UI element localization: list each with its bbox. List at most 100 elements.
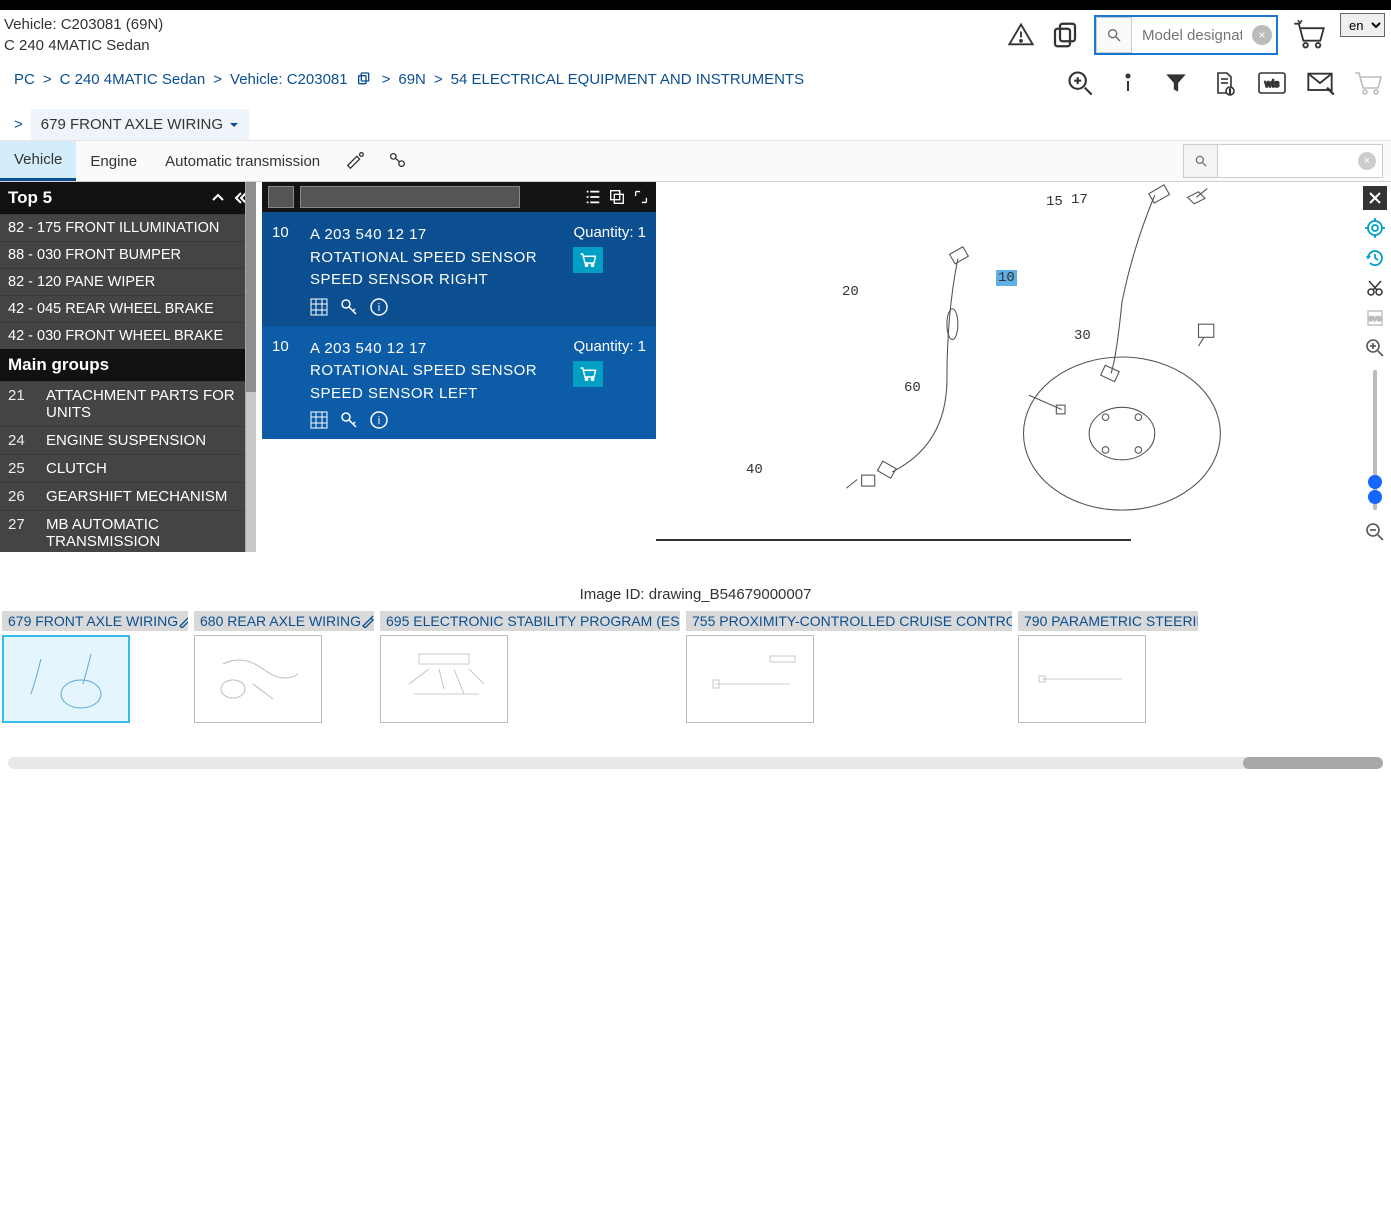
thumbnail[interactable] bbox=[686, 635, 814, 723]
crumb-vehicle[interactable]: Vehicle: C203081 bbox=[230, 66, 348, 93]
breadcrumb-separator: > bbox=[213, 66, 222, 93]
main-group-item[interactable]: 24ENGINE SUSPENSION bbox=[0, 426, 246, 454]
thumb-label[interactable]: 695 ELECTRONIC STABILITY PROGRAM (ESP) bbox=[380, 611, 680, 631]
info-circle-icon[interactable]: i bbox=[370, 298, 388, 316]
add-to-cart-button[interactable] bbox=[573, 247, 603, 273]
zoom-out-diagram-icon[interactable] bbox=[1363, 520, 1387, 544]
thumb-label[interactable]: 755 PROXIMITY-CONTROLLED CRUISE CONTROL bbox=[686, 611, 1012, 631]
clear-search-icon[interactable]: × bbox=[1252, 25, 1272, 45]
top5-item[interactable]: 82 - 175 FRONT ILLUMINATION bbox=[0, 214, 246, 241]
zoom-in-diagram-icon[interactable] bbox=[1363, 336, 1387, 360]
part-row[interactable]: 10 A 203 540 12 17 ROTATIONAL SPEED SENS… bbox=[262, 326, 656, 440]
top5-item[interactable]: 82 - 120 PANE WIPER bbox=[0, 268, 246, 295]
page-search-input[interactable] bbox=[1218, 145, 1358, 177]
callout-17[interactable]: 17 bbox=[1071, 192, 1088, 208]
top5-header[interactable]: Top 5 bbox=[0, 182, 256, 214]
part-position: 10 bbox=[272, 338, 296, 430]
crumb-pc[interactable]: PC bbox=[14, 66, 35, 93]
scrollbar-thumb[interactable] bbox=[1243, 757, 1383, 769]
main-group-item[interactable]: 26GEARSHIFT MECHANISM bbox=[0, 482, 246, 510]
list-icon[interactable] bbox=[584, 188, 602, 206]
thumbnail[interactable] bbox=[194, 635, 322, 723]
parts-header bbox=[262, 182, 656, 212]
key-icon[interactable] bbox=[340, 298, 358, 316]
settings-tool-icon[interactable] bbox=[376, 143, 418, 180]
filter-icon[interactable] bbox=[1161, 68, 1191, 98]
main-group-item[interactable]: 27MB AUTOMATIC TRANSMISSION bbox=[0, 510, 246, 552]
callout-20[interactable]: 20 bbox=[842, 284, 859, 300]
thumbnails-row: 679 FRONT AXLE WIRING 680 REAR AXLE WIRI… bbox=[0, 611, 1391, 727]
crumb-model[interactable]: C 240 4MATIC Sedan bbox=[60, 66, 206, 93]
technical-diagram[interactable] bbox=[656, 182, 1391, 532]
main-groups-header[interactable]: Main groups bbox=[0, 349, 256, 381]
part-number: A 203 540 12 17 bbox=[310, 338, 559, 361]
svg-text:SVG: SVG bbox=[1369, 317, 1382, 323]
crumb-code[interactable]: 69N bbox=[398, 66, 426, 93]
parts-header-filter[interactable] bbox=[300, 186, 520, 208]
copy-small-icon[interactable] bbox=[356, 71, 374, 89]
sidebar: Top 5 82 - 175 FRONT ILLUMINATION 88 - 0… bbox=[0, 182, 256, 552]
document-alert-icon[interactable]: ! bbox=[1209, 68, 1239, 98]
cut-icon[interactable] bbox=[1363, 276, 1387, 300]
zoom-in-icon[interactable] bbox=[1065, 68, 1095, 98]
warning-icon[interactable] bbox=[1006, 20, 1036, 50]
top5-item[interactable]: 88 - 030 FRONT BUMPER bbox=[0, 241, 246, 268]
grid-icon[interactable] bbox=[310, 298, 328, 316]
expand-icon[interactable] bbox=[632, 188, 650, 206]
part-row[interactable]: 10 A 203 540 12 17 ROTATIONAL SPEED SENS… bbox=[262, 212, 656, 326]
callout-10[interactable]: 10 bbox=[996, 270, 1017, 286]
callout-30[interactable]: 30 bbox=[1074, 328, 1091, 344]
tab-vehicle[interactable]: Vehicle bbox=[0, 141, 76, 181]
mail-icon[interactable] bbox=[1305, 68, 1335, 98]
target-icon[interactable] bbox=[1363, 216, 1387, 240]
thumbnail[interactable] bbox=[2, 635, 130, 723]
grid-icon[interactable] bbox=[310, 411, 328, 429]
parts-header-box[interactable] bbox=[268, 186, 294, 208]
top5-item[interactable]: 42 - 030 FRONT WHEEL BRAKE bbox=[0, 322, 246, 349]
thumb-label[interactable]: 790 PARAMETRIC STEERIN bbox=[1018, 611, 1198, 631]
top5-item[interactable]: 42 - 045 REAR WHEEL BRAKE bbox=[0, 295, 246, 322]
callout-60[interactable]: 60 bbox=[904, 380, 921, 396]
thumb-label-text: 755 PROXIMITY-CONTROLLED CRUISE CONTROL bbox=[692, 613, 1012, 629]
horizontal-scrollbar[interactable] bbox=[8, 757, 1383, 769]
close-diagram-icon[interactable] bbox=[1363, 186, 1387, 210]
thumb-label[interactable]: 679 FRONT AXLE WIRING bbox=[2, 611, 188, 631]
crumb-group[interactable]: 54 ELECTRICAL EQUIPMENT AND INSTRUMENTS bbox=[451, 66, 804, 93]
sidebar-scroll-thumb[interactable] bbox=[246, 182, 256, 392]
callout-15[interactable]: 15 bbox=[1046, 194, 1063, 210]
info-icon[interactable] bbox=[1113, 68, 1143, 98]
add-to-cart-button[interactable] bbox=[573, 361, 603, 387]
key-icon[interactable] bbox=[340, 411, 358, 429]
vehicle-name: C 240 4MATIC Sedan bbox=[4, 35, 163, 56]
search-button[interactable] bbox=[1096, 17, 1132, 53]
language-select[interactable]: en bbox=[1340, 13, 1385, 37]
page-search-clear-icon[interactable]: × bbox=[1358, 152, 1376, 170]
tab-engine[interactable]: Engine bbox=[76, 143, 151, 180]
zoom-slider-thumb[interactable] bbox=[1368, 475, 1382, 489]
qty-value: 1 bbox=[638, 338, 646, 355]
paint-tool-icon[interactable] bbox=[334, 143, 376, 180]
cart-disabled-icon[interactable] bbox=[1353, 68, 1383, 98]
svg-text:!: ! bbox=[1229, 89, 1231, 96]
copy-icon[interactable] bbox=[1050, 20, 1080, 50]
main-group-item[interactable]: 25CLUTCH bbox=[0, 454, 246, 482]
toolbar-icons: ! wis bbox=[1065, 66, 1383, 98]
history-icon[interactable] bbox=[1363, 246, 1387, 270]
zoom-slider-thumb[interactable] bbox=[1368, 490, 1382, 504]
cart-icon[interactable] bbox=[1292, 20, 1326, 50]
info-circle-icon[interactable]: i bbox=[370, 411, 388, 429]
zoom-slider[interactable] bbox=[1373, 370, 1377, 510]
page-search-button[interactable] bbox=[1184, 145, 1218, 177]
thumbnail[interactable] bbox=[380, 635, 508, 723]
tab-transmission[interactable]: Automatic transmission bbox=[151, 143, 334, 180]
download-svg-icon[interactable]: SVG bbox=[1363, 306, 1387, 330]
callout-40[interactable]: 40 bbox=[746, 462, 763, 478]
crumb-current-dropdown[interactable]: 679 FRONT AXLE WIRING bbox=[31, 109, 249, 140]
thumb-label[interactable]: 680 REAR AXLE WIRING bbox=[194, 611, 374, 631]
copy-layout-icon[interactable] bbox=[608, 188, 626, 206]
wis-icon[interactable]: wis bbox=[1257, 68, 1287, 98]
thumbnail[interactable] bbox=[1018, 635, 1146, 723]
main-group-item[interactable]: 21ATTACHMENT PARTS FOR UNITS bbox=[0, 381, 246, 426]
model-search-input[interactable] bbox=[1132, 17, 1252, 53]
qty-value: 1 bbox=[638, 224, 646, 241]
